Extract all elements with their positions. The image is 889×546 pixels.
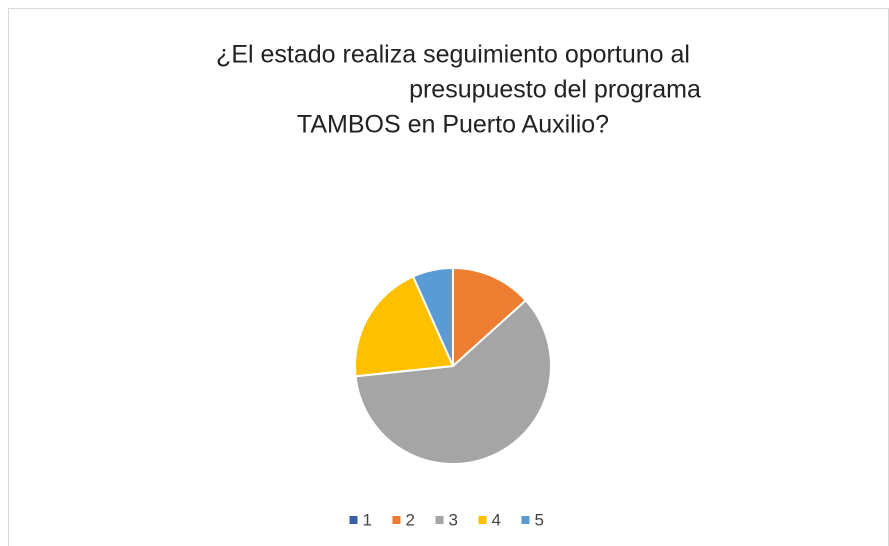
legend-swatch: [435, 516, 444, 524]
legend-swatch: [349, 516, 358, 524]
legend-label: 1: [363, 510, 372, 529]
legend-swatch: [521, 516, 530, 524]
legend-swatch: [478, 516, 487, 524]
chart-title: ¿El estado realiza seguimiento oportuno …: [216, 41, 690, 69]
pie-slice: [411, 266, 454, 367]
legend-label: 3: [449, 510, 458, 529]
chart-title: presupuesto del programa: [409, 76, 701, 104]
legend-label: 5: [535, 510, 544, 529]
pie-slice: [354, 275, 455, 378]
legend-label: 2: [406, 510, 415, 529]
chart-title: TAMBOS en Puerto Auxilio?: [297, 111, 609, 139]
pie-slice: [452, 266, 528, 369]
legend-label: 4: [492, 510, 501, 529]
legend-swatch: [392, 516, 401, 524]
pie-slice: [354, 299, 552, 465]
